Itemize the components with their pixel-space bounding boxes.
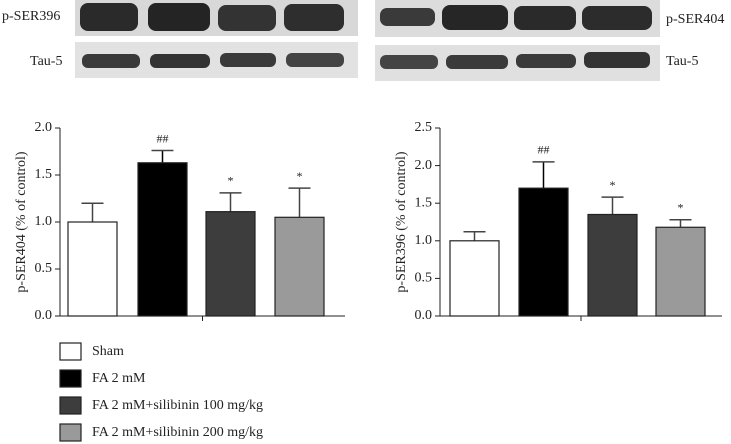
y-tick-label: 1.5 <box>415 195 433 210</box>
y-axis-label: p-SER396 (% of control) <box>394 151 409 292</box>
band <box>150 54 210 68</box>
legend-label: FA 2 mM+silibinin 200 mg/kg <box>92 425 263 440</box>
annotation: ## <box>538 143 550 157</box>
y-tick-label: 0.0 <box>35 308 53 323</box>
band <box>582 6 652 30</box>
bar <box>518 187 569 317</box>
y-tick-label: 1.0 <box>415 233 433 248</box>
annotation: * <box>297 169 303 183</box>
legend-swatch <box>59 369 82 388</box>
band <box>446 55 508 69</box>
y-tick-label: 0.0 <box>415 308 433 323</box>
y-tick-label: 2.0 <box>415 158 433 173</box>
band <box>220 53 276 67</box>
band <box>380 8 435 26</box>
blot-left <box>75 0 358 78</box>
bar <box>137 162 188 317</box>
band <box>584 52 650 68</box>
blot-label: Tau-5 <box>666 54 698 69</box>
bar <box>655 226 706 317</box>
legend-swatch <box>59 342 82 361</box>
blot-right <box>375 0 660 81</box>
blot-label: p-SER404 <box>666 12 724 27</box>
y-tick-label: 0.5 <box>415 271 433 286</box>
legend-swatch <box>59 396 82 415</box>
band <box>380 55 438 69</box>
annotation: * <box>610 178 616 192</box>
y-tick-label: 1.5 <box>35 167 53 182</box>
band <box>148 3 210 31</box>
y-tick-label: 0.5 <box>35 261 53 276</box>
band <box>284 4 344 31</box>
band <box>286 53 344 67</box>
y-tick-label: 1.0 <box>35 214 53 229</box>
band <box>514 6 576 30</box>
legend-label: Sham <box>92 344 124 359</box>
bar <box>205 211 256 317</box>
legend-label: FA 2 mM <box>92 371 146 386</box>
band <box>82 54 140 68</box>
band <box>442 5 508 30</box>
annotation: ## <box>157 131 169 145</box>
bar <box>449 240 500 317</box>
band <box>80 3 138 31</box>
annotation: * <box>228 174 234 188</box>
band <box>218 5 276 31</box>
y-tick-label: 2.5 <box>415 120 433 135</box>
blot-label: Tau-5 <box>30 54 62 69</box>
y-tick-label: 2.0 <box>35 120 53 135</box>
blot-label: p-SER396 <box>2 9 60 24</box>
y-axis-label: p-SER404 (% of control) <box>14 151 29 292</box>
bar <box>67 221 118 317</box>
legend-swatch <box>59 423 82 442</box>
band <box>516 54 576 68</box>
bar <box>274 216 325 317</box>
bar <box>587 213 638 317</box>
annotation: * <box>678 200 684 214</box>
legend-label: FA 2 mM+silibinin 100 mg/kg <box>92 398 263 413</box>
